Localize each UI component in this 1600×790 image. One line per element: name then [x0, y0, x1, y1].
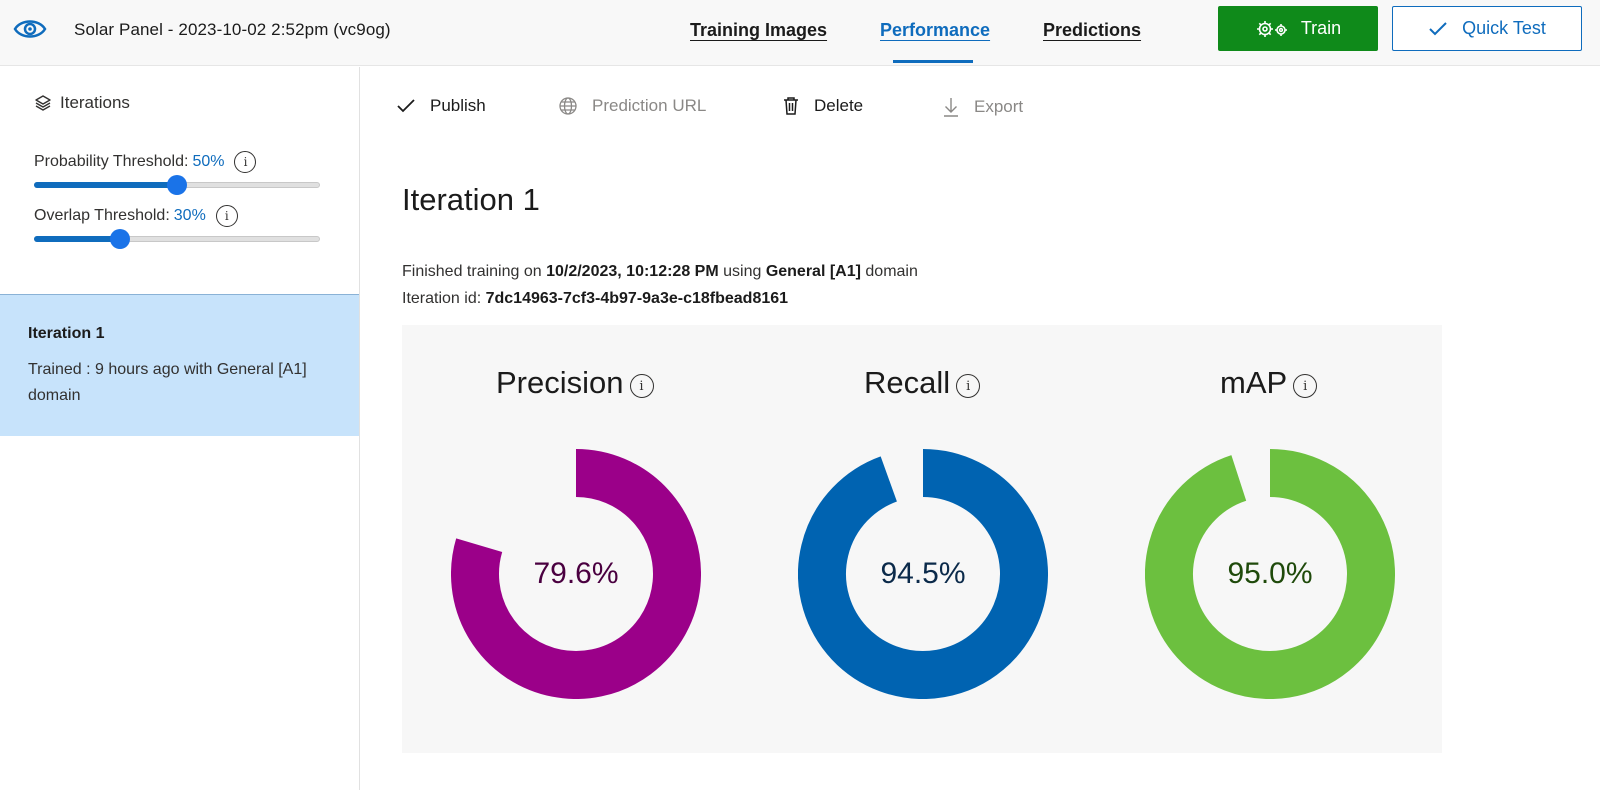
slider-fill: [34, 236, 120, 242]
export-label: Export: [974, 97, 1024, 116]
map-label: mAP i: [1220, 365, 1318, 401]
slider-thumb[interactable]: [109, 229, 130, 249]
probability-threshold-label: Probability Threshold:: [34, 153, 189, 170]
donut-chart: [451, 449, 701, 699]
info-icon[interactable]: i: [215, 205, 238, 227]
probability-threshold-value: 50%: [192, 153, 225, 170]
recall-donut: 94.5%: [798, 449, 1048, 699]
precision-donut: 79.6%: [451, 449, 701, 699]
metric-title: mAP: [1220, 365, 1288, 400]
delete-button[interactable]: Delete: [782, 96, 863, 116]
donut-arc: [451, 449, 701, 699]
prediction-url-button[interactable]: Prediction URL: [558, 96, 706, 116]
metrics-panel: Precision i 79.6% Recall i 94.5% mAP i 9…: [402, 325, 1442, 753]
domain-name: General [A1]: [765, 263, 861, 280]
train-button[interactable]: Train: [1218, 6, 1378, 51]
donut-chart: [1145, 449, 1395, 699]
finished-date: 10/2/2023, 10:12:28 PM: [546, 263, 719, 280]
quick-test-button[interactable]: Quick Test: [1392, 6, 1582, 51]
trash-icon: [784, 97, 798, 115]
eye-logo-icon: [13, 20, 47, 38]
donut-arc: [798, 449, 1048, 699]
overlap-threshold: Overlap Threshold: 30% i: [34, 205, 238, 227]
delete-label: Delete: [814, 96, 864, 115]
iteration-description: Trained : 9 hours ago with General [A1] …: [28, 361, 307, 404]
info-icon[interactable]: i: [1293, 374, 1318, 398]
quick-test-button-label: Quick Test: [1462, 18, 1546, 38]
iterations-label: Iterations: [60, 93, 130, 112]
active-tab-indicator: [893, 60, 973, 63]
probability-threshold: Probability Threshold: 50% i: [34, 151, 257, 173]
precision-label: Precision i: [496, 365, 654, 401]
metric-title: Recall: [864, 365, 951, 400]
tab-predictions[interactable]: Predictions: [1043, 20, 1142, 40]
precision-value: 79.6%: [533, 557, 619, 590]
map-value: 95.0%: [1227, 557, 1313, 590]
top-header: Solar Panel - 2023-10-02 2:52pm (vc9og) …: [0, 0, 1600, 66]
donut-arc: [1145, 449, 1395, 699]
info-icon[interactable]: i: [234, 151, 257, 173]
iterations-header[interactable]: Iterations: [34, 93, 130, 113]
iteration-title: Iteration 1: [402, 182, 540, 217]
finished-suffix: domain: [865, 263, 918, 280]
globe-icon: [559, 97, 577, 115]
map-donut: 95.0%: [1145, 449, 1395, 699]
download-icon: [944, 98, 958, 117]
info-icon[interactable]: i: [956, 374, 981, 398]
gears-icon: [1256, 20, 1287, 37]
iteration-name: Iteration 1: [28, 325, 105, 342]
check-icon: [397, 99, 415, 113]
donut-chart: [798, 449, 1048, 699]
finished-prefix: Finished training on: [402, 263, 542, 280]
project-title: Solar Panel - 2023-10-02 2:52pm (vc9og): [74, 20, 391, 39]
train-button-label: Train: [1300, 18, 1342, 38]
tab-training-images[interactable]: Training Images: [690, 20, 828, 40]
recall-label: Recall i: [864, 365, 981, 401]
training-info: Finished training on 10/2/2023, 10:12:28…: [402, 263, 918, 281]
sidebar: Iterations Probability Threshold: 50% i …: [0, 67, 360, 790]
layers-icon: [35, 95, 51, 111]
probability-threshold-slider[interactable]: [34, 175, 320, 195]
overlap-threshold-slider[interactable]: [34, 229, 320, 249]
publish-label: Publish: [430, 96, 486, 115]
iteration-id-label: Iteration id:: [402, 290, 482, 307]
recall-value: 94.5%: [880, 557, 966, 590]
tab-performance[interactable]: Performance: [880, 20, 991, 40]
finished-middle: using: [723, 263, 762, 280]
export-button[interactable]: Export: [942, 96, 1023, 118]
iteration-id-line: Iteration id: 7dc14963-7cf3-4b97-9a3e-c1…: [402, 290, 788, 308]
overlap-threshold-label: Overlap Threshold:: [34, 207, 170, 224]
slider-fill: [34, 182, 177, 188]
publish-button[interactable]: Publish: [396, 96, 486, 116]
iteration-list-item[interactable]: Iteration 1 Trained : 9 hours ago with G…: [0, 294, 359, 436]
iteration-id: 7dc14963-7cf3-4b97-9a3e-c18fbead8161: [485, 290, 789, 307]
overlap-threshold-value: 30%: [173, 207, 206, 224]
check-icon: [1429, 21, 1447, 35]
prediction-url-label: Prediction URL: [592, 96, 707, 115]
slider-thumb[interactable]: [167, 175, 187, 195]
metric-title: Precision: [496, 365, 624, 400]
info-icon[interactable]: i: [629, 374, 654, 398]
